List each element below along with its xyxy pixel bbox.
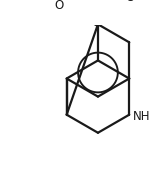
Text: O: O xyxy=(126,0,135,4)
Text: O: O xyxy=(54,0,63,12)
Text: NH: NH xyxy=(133,110,151,123)
